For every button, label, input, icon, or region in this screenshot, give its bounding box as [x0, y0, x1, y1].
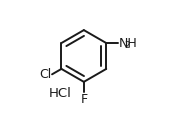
- Text: F: F: [80, 93, 87, 106]
- Text: NH: NH: [119, 37, 138, 50]
- Text: HCl: HCl: [49, 87, 72, 100]
- Text: 2: 2: [124, 41, 130, 50]
- Text: Cl: Cl: [39, 68, 51, 81]
